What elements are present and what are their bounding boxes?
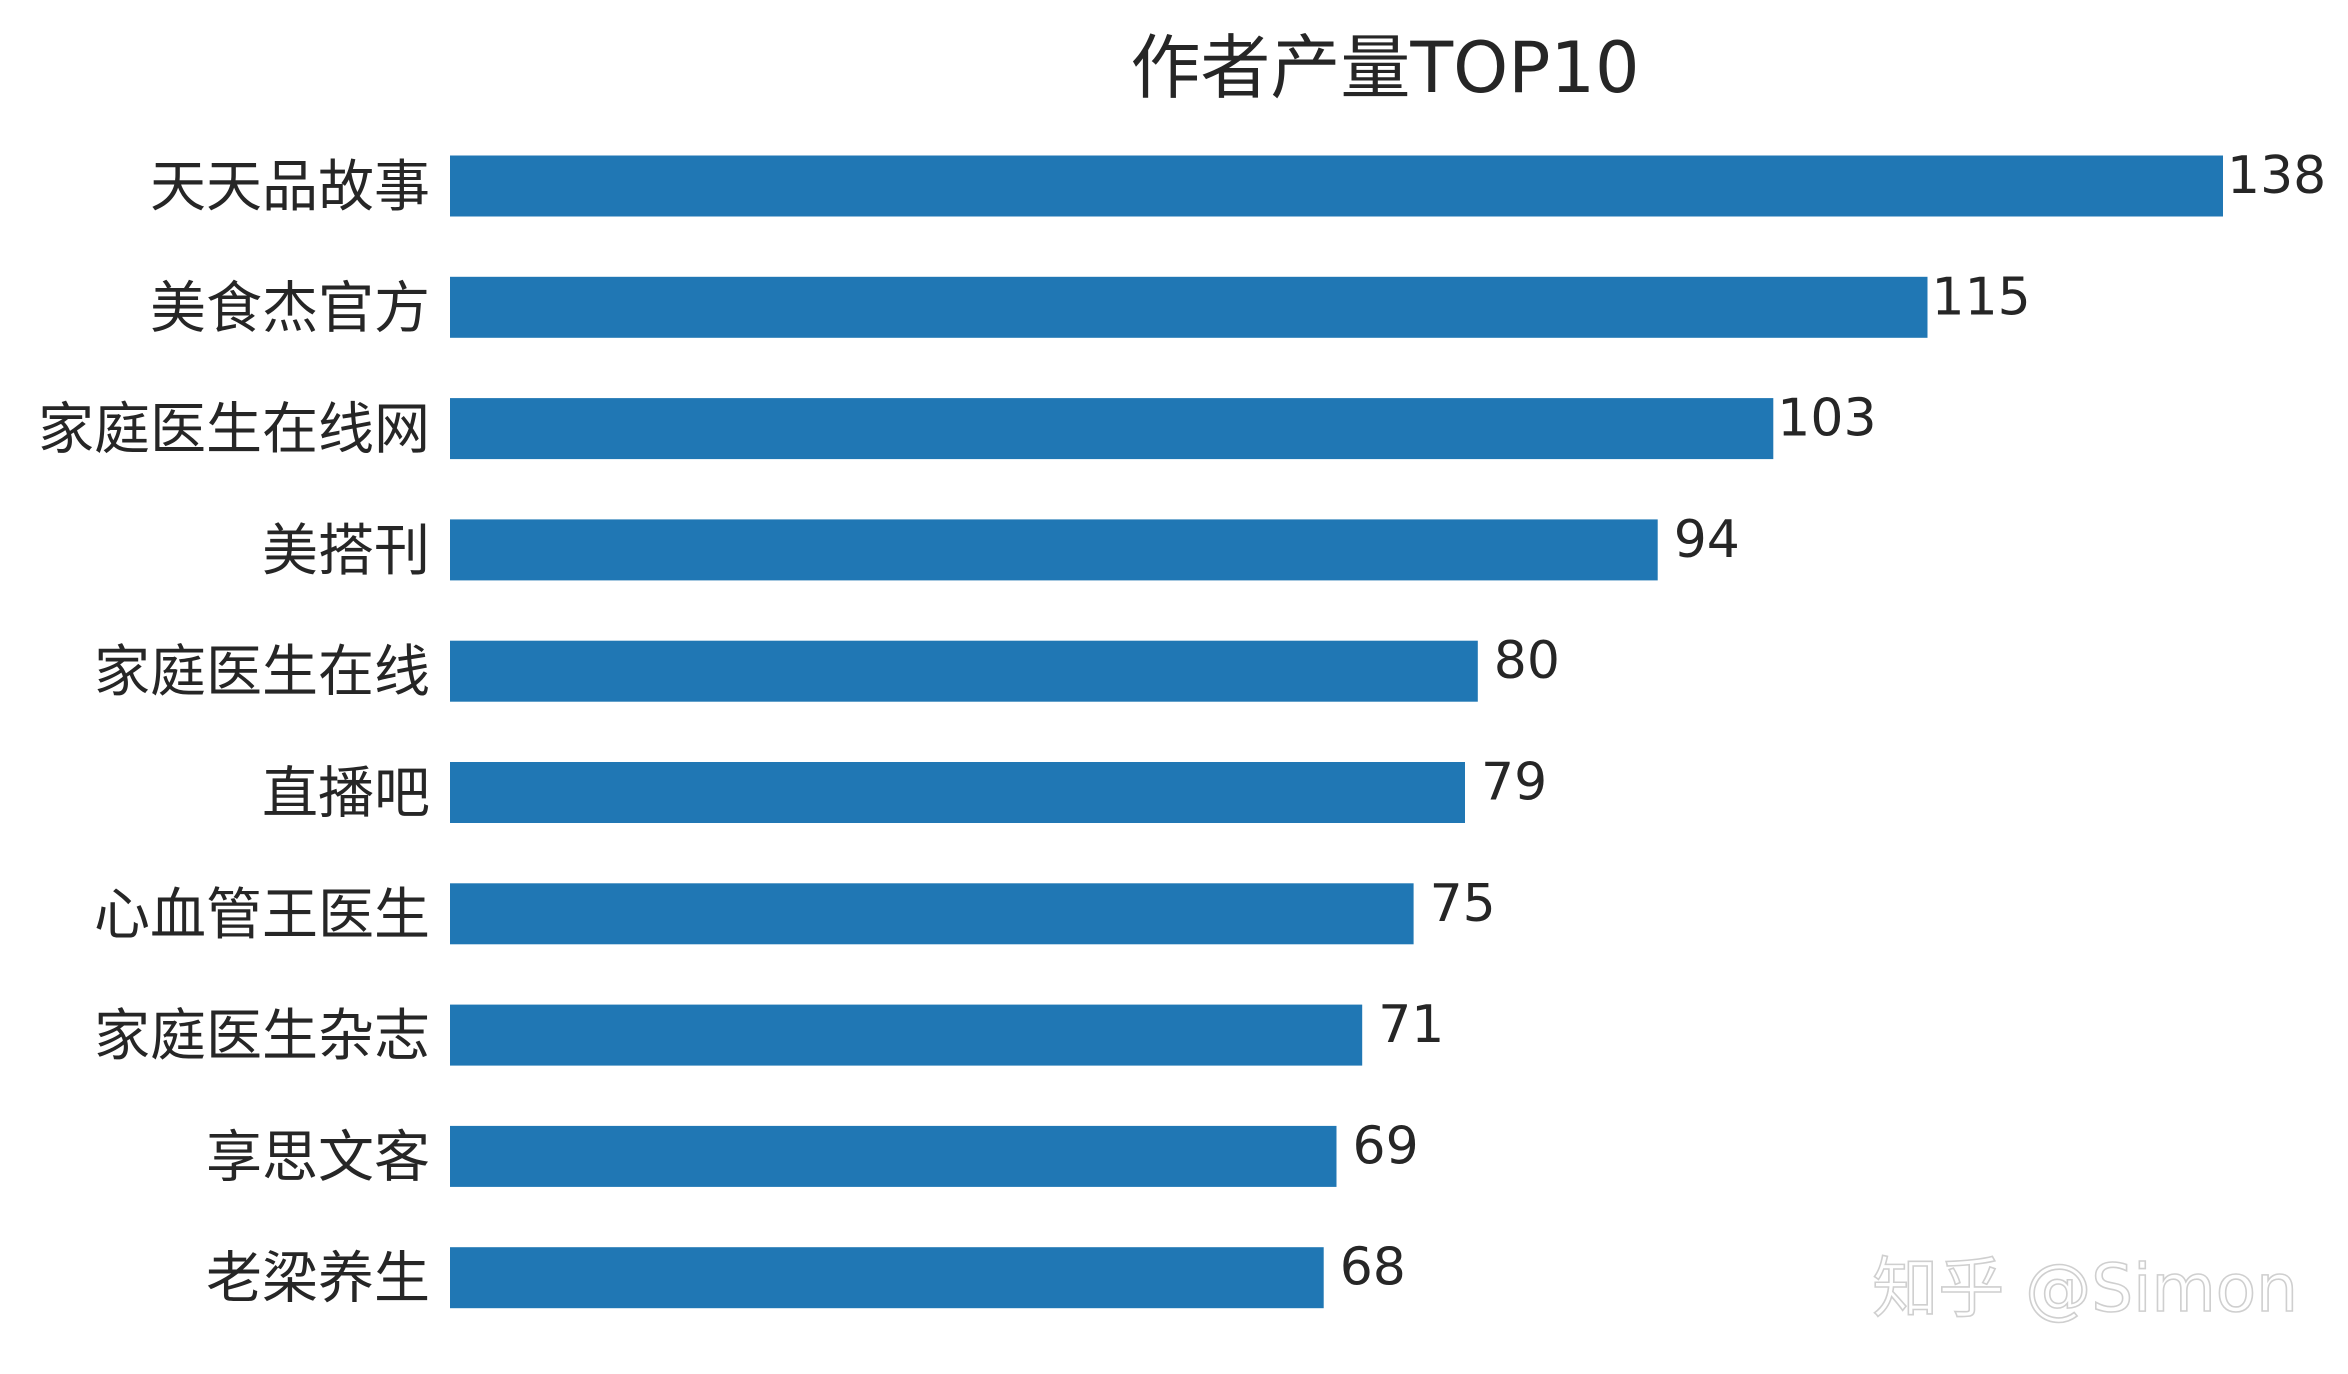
value-label: 115 [1932, 267, 2031, 327]
value-label: 68 [1340, 1238, 1406, 1298]
bar [450, 276, 1928, 338]
value-label: 94 [1674, 510, 1740, 570]
bar [450, 398, 1774, 460]
value-label: 138 [2227, 146, 2326, 206]
category-label: 家庭医生在线 [94, 640, 430, 705]
category-label: 享思文客 [206, 1125, 430, 1190]
bar [450, 883, 1414, 945]
bar [450, 1004, 1363, 1066]
value-labels: 138 115 103 94 80 79 75 71 69 68 [1340, 146, 2327, 1298]
bar [450, 519, 1658, 581]
bar [450, 155, 2223, 217]
category-label: 家庭医生杂志 [94, 1004, 430, 1069]
value-label: 80 [1494, 631, 1560, 691]
value-label: 71 [1378, 995, 1444, 1055]
chart-title: 作者产量TOP10 [1130, 27, 1639, 109]
value-label: 79 [1481, 753, 1547, 813]
category-labels: 天天品故事美食杰官方家庭医生在线网美搭刊家庭医生在线直播吧心血管王医生家庭医生杂… [38, 155, 430, 1312]
bar [450, 640, 1478, 702]
bar [450, 1125, 1337, 1187]
category-label: 天天品故事 [150, 155, 430, 220]
bar [450, 762, 1465, 823]
category-label: 老梁养生 [206, 1247, 430, 1312]
bar [450, 1247, 1324, 1309]
value-label: 103 [1777, 389, 1876, 449]
category-label: 美食杰官方 [150, 276, 430, 341]
value-label: 75 [1430, 874, 1496, 934]
bars-layer [450, 155, 2223, 1309]
watermark: 知乎 @Simon [1872, 1250, 2298, 1327]
category-label: 家庭医生在线网 [38, 398, 430, 463]
category-label: 直播吧 [262, 762, 430, 827]
value-label: 69 [1353, 1116, 1419, 1176]
category-label: 心血管王医生 [94, 883, 430, 948]
category-label: 美搭刊 [262, 519, 430, 584]
